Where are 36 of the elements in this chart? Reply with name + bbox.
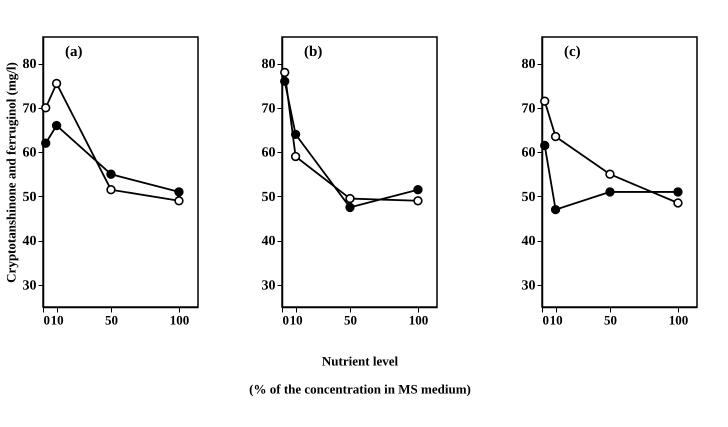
chart-title: (a) bbox=[65, 44, 82, 60]
y-tick-label: 40 bbox=[522, 234, 536, 250]
x-tick-label: 10 bbox=[50, 312, 64, 328]
y-tick-label: 70 bbox=[22, 101, 36, 116]
y-tick-label: 50 bbox=[262, 190, 276, 205]
x-tick-label: 0 bbox=[542, 312, 549, 328]
chart-title: (c) bbox=[564, 44, 581, 60]
y-tick-label: 60 bbox=[262, 146, 276, 161]
y-tick-label: 70 bbox=[262, 101, 276, 116]
x-tick-label: 0 bbox=[44, 312, 50, 328]
x-tick-label: 100 bbox=[170, 312, 190, 328]
y-tick-label: 30 bbox=[522, 278, 536, 294]
x-tick-label: 100 bbox=[668, 312, 688, 328]
y-tick-label: 60 bbox=[22, 146, 36, 161]
y-tick-label: 50 bbox=[22, 190, 36, 205]
y-tick-label: 80 bbox=[22, 57, 36, 72]
x-tick-label: 50 bbox=[604, 312, 617, 328]
x-tick-label: 10 bbox=[550, 312, 563, 328]
y-tick-label: 30 bbox=[22, 278, 36, 294]
y-tick-label: 70 bbox=[522, 101, 536, 116]
x-tick-label: 100 bbox=[408, 312, 428, 328]
x-axis-title: Nutrient level bbox=[322, 354, 398, 368]
x-tick-label: 10 bbox=[290, 312, 303, 328]
y-tick-label: 80 bbox=[262, 57, 276, 72]
chart-title: (b) bbox=[304, 44, 322, 60]
x-tick-label: 50 bbox=[344, 312, 357, 328]
y-tick-label: 60 bbox=[522, 146, 536, 161]
y-tick-label: 40 bbox=[262, 234, 276, 250]
y-tick-label: 30 bbox=[262, 278, 276, 294]
y-tick-label: 40 bbox=[22, 234, 36, 250]
y-tick-label: 50 bbox=[522, 190, 536, 205]
x-tick-label: 0 bbox=[282, 312, 289, 328]
y-tick-label: 80 bbox=[522, 57, 536, 72]
y-axis-title: Cryptotanshinone and ferruginol (mg/l) bbox=[4, 62, 18, 283]
text: (% of the concentration in MS medium) bbox=[249, 382, 471, 396]
x-tick-label: 50 bbox=[104, 312, 118, 328]
